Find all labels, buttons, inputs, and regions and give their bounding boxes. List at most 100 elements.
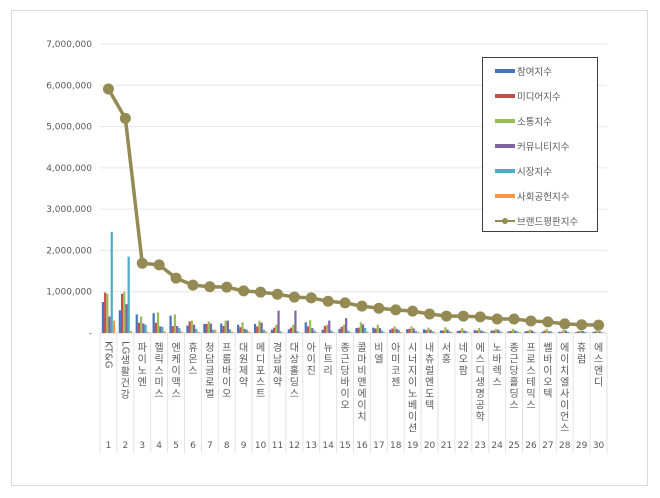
svg-text:강: 강: [121, 389, 130, 401]
bar: [190, 320, 193, 333]
svg-text:당: 당: [509, 365, 518, 377]
legend-swatch: [495, 119, 515, 123]
bar: [262, 329, 265, 333]
svg-text:엘: 엘: [560, 376, 569, 389]
svg-text:원: 원: [239, 354, 248, 366]
bar: [279, 331, 282, 333]
bar: [446, 329, 449, 333]
bar: [518, 332, 521, 333]
bar: [391, 328, 394, 333]
bar: [239, 327, 242, 333]
legend-label: 참여지수: [517, 67, 552, 78]
bar: [142, 323, 145, 333]
x-rank-number: 23: [475, 441, 486, 451]
bar: [253, 323, 257, 333]
legend-label: 미디어지수: [517, 92, 561, 103]
svg-text:럼: 럼: [577, 353, 586, 366]
bar: [287, 329, 290, 333]
svg-text:스: 스: [509, 400, 518, 412]
bar: [159, 326, 162, 333]
bar: [376, 324, 379, 333]
bar: [429, 329, 432, 333]
svg-text:청: 청: [205, 342, 214, 354]
x-rank-number: 28: [559, 441, 571, 451]
svg-text:뉴: 뉴: [324, 342, 333, 354]
bar: [260, 322, 263, 333]
bar: [186, 325, 189, 333]
line-marker: [322, 295, 334, 307]
bar-group: [304, 320, 318, 333]
bar: [550, 331, 553, 333]
y-tick-label: 1,000,000: [46, 288, 92, 298]
svg-text:스: 스: [560, 423, 569, 435]
bar: [499, 331, 502, 333]
legend-label: 소통지수: [517, 117, 552, 128]
svg-text:맥: 맥: [171, 377, 180, 389]
bar: [406, 329, 409, 333]
x-rank-number: 3: [139, 441, 145, 451]
bar: [433, 332, 437, 333]
bar-group: [169, 314, 183, 333]
svg-text:바: 바: [493, 354, 502, 366]
y-tick-label: 5,000,000: [46, 123, 92, 133]
bar-group: [338, 318, 352, 333]
bar-group: [203, 321, 217, 333]
svg-text:이: 이: [408, 411, 417, 423]
bar: [306, 326, 310, 333]
svg-text:건: 건: [121, 377, 130, 389]
bar: [188, 321, 191, 333]
svg-text:시: 시: [408, 342, 417, 354]
legend-swatch: [495, 94, 515, 98]
bar-group: [389, 326, 403, 333]
bar: [357, 327, 360, 333]
bar: [112, 320, 116, 333]
bar: [465, 331, 468, 333]
x-rank-number: 11: [272, 441, 283, 451]
line-marker: [508, 313, 520, 325]
svg-text:생: 생: [121, 354, 130, 366]
bar-group: [321, 320, 335, 333]
bar: [600, 332, 603, 333]
bar: [591, 332, 595, 333]
legend-item-media: 미디어지수: [495, 89, 561, 103]
svg-text:스: 스: [526, 400, 535, 412]
bar: [366, 331, 369, 333]
line-marker: [559, 318, 571, 330]
x-rank-number: 10: [255, 441, 267, 451]
svg-text:비: 비: [374, 342, 383, 354]
bar: [560, 331, 563, 333]
bar: [397, 330, 401, 333]
svg-text:프: 프: [222, 343, 231, 354]
svg-text:이: 이: [340, 388, 349, 400]
bar: [101, 302, 105, 333]
svg-text:휴: 휴: [188, 342, 197, 354]
bar: [203, 323, 206, 333]
svg-text:경: 경: [273, 341, 282, 354]
bar: [207, 321, 210, 333]
line-marker: [424, 308, 436, 320]
legend-label: 시장지수: [517, 167, 552, 178]
bar: [342, 324, 346, 333]
line-marker: [491, 313, 503, 325]
svg-text:이: 이: [171, 365, 180, 377]
bar: [492, 330, 495, 333]
svg-text:오: 오: [543, 378, 552, 389]
x-category-label: 비엘: [374, 342, 383, 366]
svg-text:엔: 엔: [171, 342, 180, 354]
line-marker: [440, 310, 452, 322]
bar: [205, 323, 208, 333]
line-marker: [593, 319, 605, 331]
line-marker: [288, 291, 300, 303]
bar: [258, 320, 261, 333]
svg-text:벌: 벌: [205, 388, 214, 400]
bar: [480, 330, 483, 333]
svg-text:이: 이: [560, 354, 569, 366]
x-rank-number: 13: [306, 441, 317, 451]
svg-text:네: 네: [459, 342, 468, 354]
